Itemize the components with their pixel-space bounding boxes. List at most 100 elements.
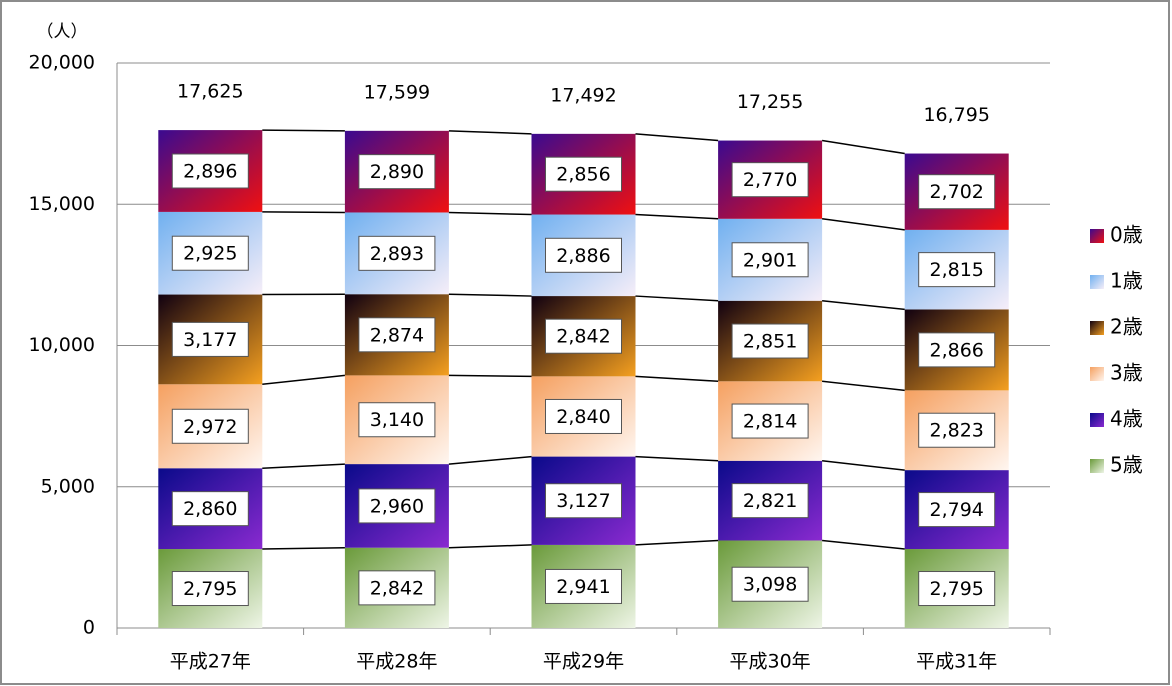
x-tick-label: 平成28年: [356, 651, 437, 673]
legend-label: 4歳: [1110, 407, 1143, 431]
series-line: [635, 213, 719, 220]
x-tick-label: 平成29年: [543, 651, 624, 673]
series-line: [262, 463, 345, 469]
y-tick-label: 10,000: [29, 334, 95, 356]
value-label-box: [918, 412, 996, 448]
value-label-box: [918, 174, 996, 210]
value-label: 2,901: [743, 249, 797, 271]
value-label-box: [358, 402, 436, 438]
series-line: [822, 460, 905, 471]
value-label: 2,874: [370, 324, 424, 346]
y-tick-label: 15,000: [29, 193, 95, 215]
value-label-box: [171, 321, 249, 357]
value-label-box: [918, 332, 996, 368]
value-label-box: [358, 317, 436, 353]
legend-swatch: [1090, 459, 1104, 473]
value-label: 3,140: [370, 409, 424, 431]
value-label-box: [545, 318, 622, 354]
value-label: 2,856: [556, 164, 610, 186]
value-label: 2,972: [183, 416, 237, 438]
value-label-box: [171, 571, 249, 607]
series-line: [262, 546, 345, 550]
total-label: 17,492: [550, 84, 616, 106]
value-label-box: [171, 491, 249, 527]
legend-label: 0歳: [1110, 223, 1143, 247]
value-label: 3,098: [743, 574, 797, 596]
value-label: 3,177: [183, 329, 237, 351]
legend-label: 3歳: [1110, 361, 1143, 385]
value-label: 2,794: [929, 499, 983, 521]
series-line: [822, 539, 905, 550]
value-label: 2,960: [370, 495, 424, 517]
value-label: 2,860: [183, 498, 237, 520]
value-label-box: [545, 568, 622, 604]
series-line: [635, 539, 719, 546]
value-label-box: [731, 242, 809, 278]
legend-swatch: [1090, 367, 1104, 381]
series-line: [448, 544, 532, 549]
value-label: 2,851: [743, 331, 797, 353]
x-tick-label: 平成27年: [170, 651, 251, 673]
value-label-box: [545, 483, 622, 519]
x-tick-label: 平成30年: [730, 651, 811, 673]
value-label: 2,840: [556, 406, 610, 428]
legend-swatch: [1090, 413, 1104, 427]
value-label-box: [731, 403, 809, 439]
value-label-box: [545, 398, 622, 434]
value-label-box: [358, 488, 436, 524]
value-label: 2,886: [556, 245, 610, 267]
total-label: 16,795: [923, 104, 989, 126]
series-line: [635, 375, 719, 383]
value-label-box: [731, 483, 809, 519]
value-label: 2,821: [743, 490, 797, 512]
value-label: 2,815: [929, 259, 983, 281]
series-line: [821, 139, 905, 155]
legend-label: 1歳: [1110, 269, 1143, 293]
value-label-box: [731, 323, 809, 359]
value-label: 2,702: [929, 181, 983, 203]
value-label: 2,814: [743, 411, 797, 433]
series-line: [635, 295, 719, 302]
value-label: 2,925: [183, 243, 237, 265]
x-tick-label: 平成31年: [916, 651, 997, 673]
value-label-box: [731, 566, 809, 602]
legend-swatch: [1090, 229, 1104, 243]
value-label-box: [918, 252, 996, 288]
series-line: [262, 129, 345, 132]
value-label-box: [918, 492, 996, 528]
value-label-box: [545, 237, 622, 273]
value-label: 2,795: [929, 578, 983, 600]
series-line: [822, 300, 905, 311]
value-label: 2,770: [743, 169, 797, 191]
y-tick-label: 5,000: [41, 475, 95, 497]
value-label: 2,866: [929, 339, 983, 361]
value-label: 2,823: [929, 420, 983, 442]
legend-swatch: [1090, 275, 1104, 289]
value-label-box: [545, 156, 622, 192]
value-label-box: [358, 235, 436, 271]
series-line: [262, 211, 345, 214]
legend-label: 2歳: [1110, 315, 1143, 339]
series-line: [635, 133, 719, 142]
value-label: 2,896: [183, 160, 237, 182]
series-line: [635, 455, 719, 462]
y-axis-label: （人）: [37, 22, 88, 42]
series-line: [448, 211, 532, 216]
y-tick-label: 20,000: [29, 52, 95, 74]
y-tick-label: 0: [83, 617, 95, 639]
total-label: 17,625: [177, 81, 243, 103]
series-line: [262, 374, 345, 386]
value-label: 2,893: [370, 243, 424, 265]
series-line: [822, 218, 905, 231]
series-line: [448, 293, 532, 297]
legend-label: 5歳: [1110, 453, 1143, 477]
total-label: 17,255: [737, 91, 803, 113]
legend-swatch: [1090, 321, 1104, 335]
value-label-box: [358, 570, 436, 606]
value-label: 2,941: [556, 576, 610, 598]
value-label: 2,795: [183, 578, 237, 600]
series-line: [448, 130, 532, 135]
value-label: 2,890: [370, 161, 424, 183]
